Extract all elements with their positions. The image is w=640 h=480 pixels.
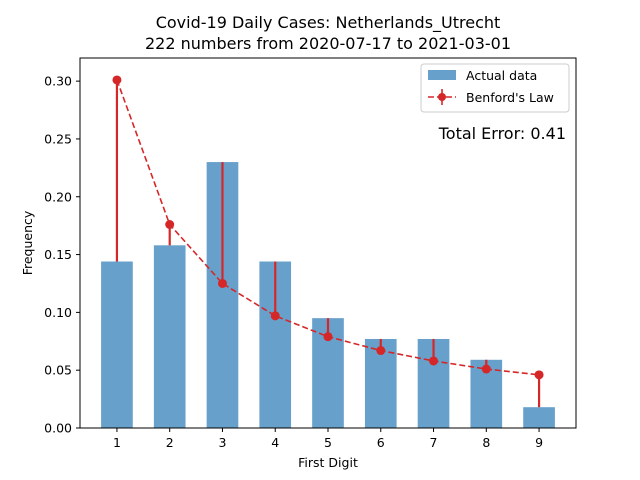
y-tick-label: 0.25 — [44, 131, 72, 146]
benford-marker-2 — [165, 220, 175, 229]
y-axis-label: Frequency — [20, 210, 35, 275]
x-tick-label-8: 8 — [482, 435, 490, 450]
bar-1 — [101, 261, 133, 428]
x-tick-label-5: 5 — [324, 435, 332, 450]
benford-marker-1 — [112, 75, 122, 85]
y-tick-label: 0.15 — [44, 247, 72, 262]
x-tick-label-2: 2 — [166, 435, 174, 450]
legend-bar-swatch — [428, 70, 456, 80]
y-tick-label: 0.00 — [44, 421, 72, 436]
legend-frame — [420, 63, 570, 113]
benford-marker-9 — [534, 370, 544, 380]
legend-label-benford: Benford's Law — [466, 90, 554, 105]
y-tick-label: 0.30 — [44, 74, 72, 89]
y-tick-label: 0.05 — [44, 363, 72, 378]
x-tick-label-7: 7 — [430, 435, 438, 450]
x-ticks-group: 1 2 3 4 5 6 7 8 9 — [113, 428, 543, 450]
x-axis-label: First Digit — [298, 455, 358, 470]
benford-marker-3 — [217, 278, 227, 288]
benford-marker-6 — [376, 346, 386, 356]
benford-marker-5 — [323, 332, 333, 342]
x-tick-label-6: 6 — [377, 435, 385, 450]
chart-title-line2: 222 numbers from 2020-07-17 to 2021-03-0… — [145, 34, 511, 53]
legend: Actual data Benford's Law — [420, 63, 570, 113]
benford-marker-7 — [429, 356, 439, 366]
x-tick-label-1: 1 — [113, 435, 121, 450]
benford-markers-group — [112, 75, 544, 380]
x-tick-label-4: 4 — [271, 435, 279, 450]
benford-marker-8 — [481, 364, 491, 374]
bar-9 — [523, 407, 555, 428]
y-ticks-group: 0.00 0.05 0.10 0.15 0.20 0.25 0.30 — [44, 74, 80, 436]
bars-group — [101, 162, 555, 428]
y-tick-label: 0.20 — [44, 189, 72, 204]
x-tick-label-9: 9 — [535, 435, 543, 450]
x-tick-label-3: 3 — [218, 435, 226, 450]
total-error-annotation: Total Error: 0.41 — [438, 124, 566, 143]
bar-2 — [153, 245, 186, 428]
legend-label-actual: Actual data — [466, 68, 537, 83]
chart-title-line1: Covid-19 Daily Cases: Netherlands_Utrech… — [156, 13, 501, 33]
y-tick-label: 0.10 — [44, 305, 72, 320]
benford-marker-4 — [270, 311, 280, 321]
